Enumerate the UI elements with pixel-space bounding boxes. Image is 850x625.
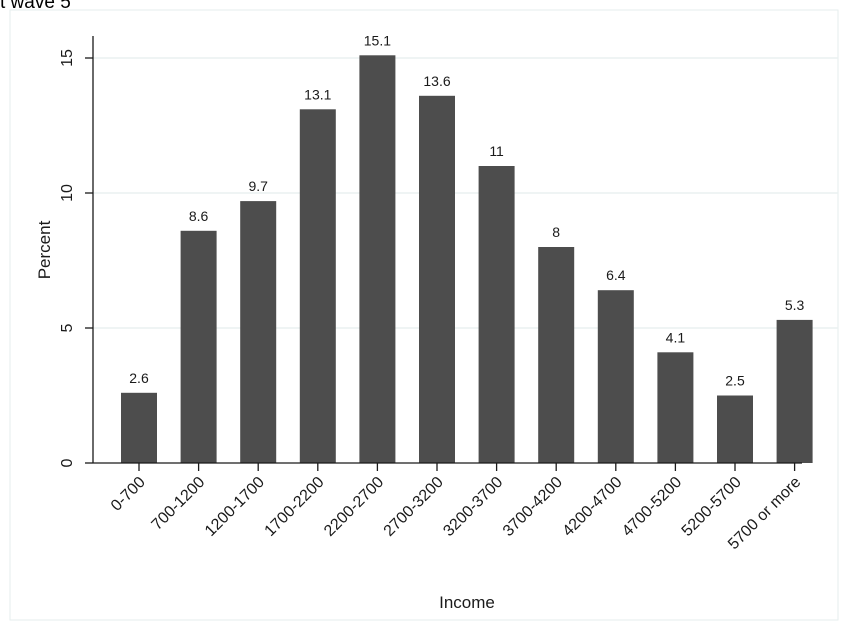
data-label: 11 <box>489 143 504 159</box>
bar-3200-3700 <box>478 166 515 463</box>
bar-2700-3200 <box>419 95 455 464</box>
bar-2200-2700 <box>359 55 396 464</box>
bar-1200-1700 <box>240 201 277 463</box>
bar-5700 or more <box>776 319 813 463</box>
data-label: 13.1 <box>304 86 331 102</box>
data-label: 2.6 <box>129 370 149 386</box>
bar-3700-4200 <box>538 247 575 463</box>
data-label: 13.6 <box>423 73 450 89</box>
bar-700-1200 <box>180 230 217 463</box>
y-tick-label: 10 <box>59 184 76 202</box>
data-label: 6.4 <box>606 267 626 283</box>
data-label: 8 <box>552 224 560 240</box>
x-tick-label: 3200-3700 <box>440 474 506 540</box>
x-tick-label: 1200-1700 <box>202 474 268 540</box>
y-tick-label: 15 <box>59 49 76 67</box>
x-tick-label: 1700-2200 <box>262 474 328 540</box>
data-label: 9.7 <box>248 178 268 194</box>
y-tick-label: 5 <box>59 323 76 332</box>
y-axis-title: Percent <box>35 220 54 279</box>
x-axis-title: Income <box>439 593 495 612</box>
bar-4200-4700 <box>597 290 634 463</box>
data-label: 8.6 <box>189 208 209 224</box>
data-label: 4.1 <box>666 329 686 345</box>
plot-frame <box>9 9 839 621</box>
bar-0-700 <box>121 392 157 463</box>
bar-1700-2200 <box>299 109 336 464</box>
bar-4700-5200 <box>657 352 694 463</box>
x-tick-label: 4200-4700 <box>560 474 626 540</box>
x-tick-label: 700-1200 <box>149 474 209 534</box>
bar-5200-5700 <box>717 395 753 463</box>
x-tick-label: 2700-3200 <box>381 474 447 540</box>
x-tick-label: 0-700 <box>108 474 149 515</box>
y-tick-label: 0 <box>59 458 76 467</box>
data-label: 15.1 <box>364 32 391 48</box>
x-tick-label: 3700-4200 <box>500 474 566 540</box>
x-tick-label: 4700-5200 <box>619 474 685 540</box>
x-tick-label: 2200-2700 <box>321 474 387 540</box>
data-label: 2.5 <box>725 373 745 389</box>
data-label: 5.3 <box>785 297 805 313</box>
